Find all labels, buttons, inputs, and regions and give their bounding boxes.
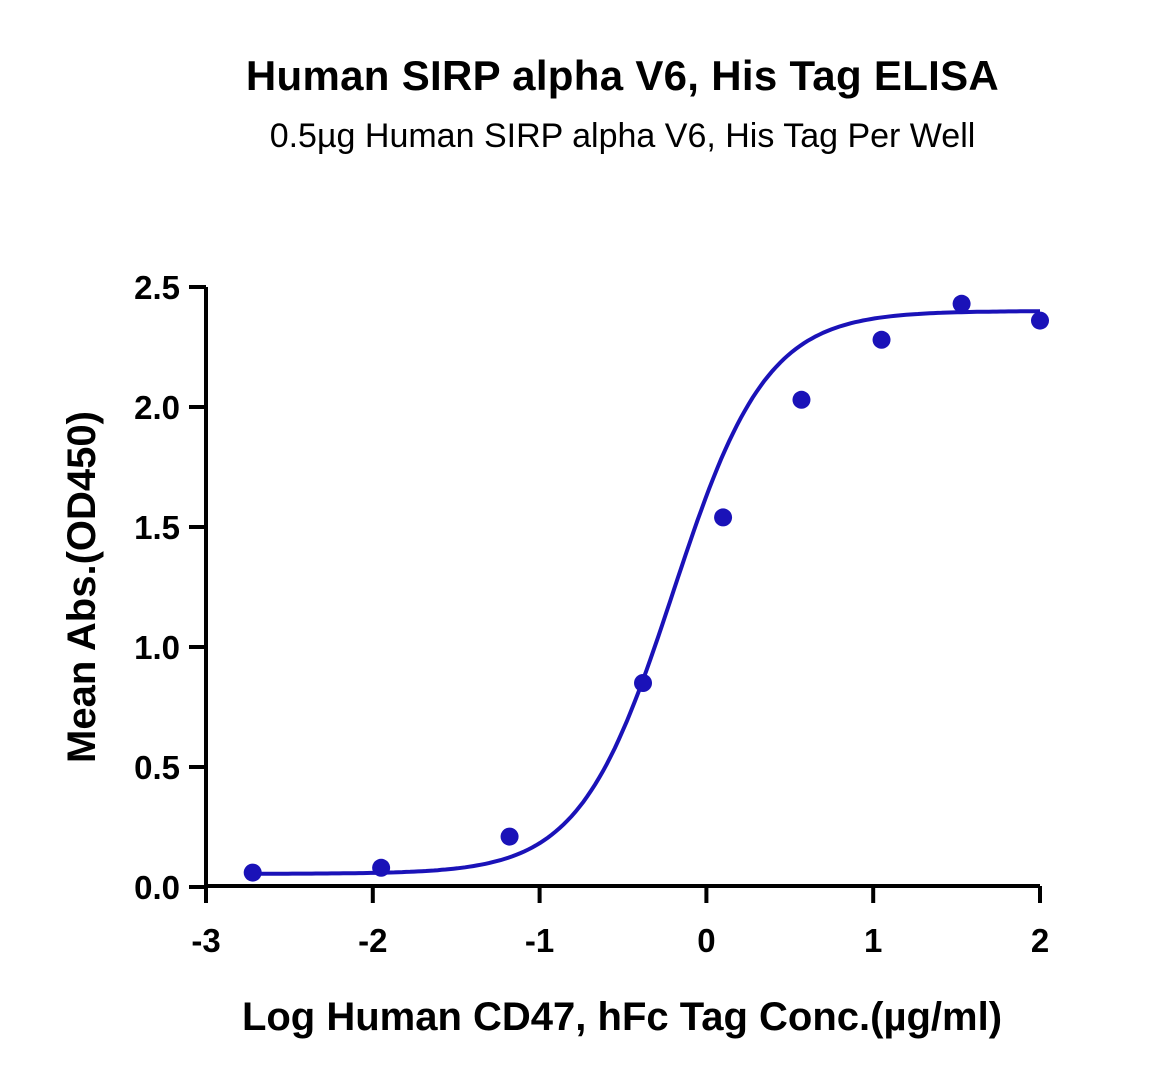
data-point (714, 508, 733, 527)
data-point (792, 390, 811, 409)
chart-subtitle: 0.5µg Human SIRP alpha V6, His Tag Per W… (269, 117, 976, 155)
x-tick-label: -2 (358, 922, 387, 959)
x-axis-label: Log Human CD47, hFc Tag Conc.(µg/ml) (242, 995, 1002, 1039)
y-tick-label: 0.5 (134, 749, 180, 786)
y-tick-label: 1.0 (134, 629, 180, 666)
y-tick-label: 2.0 (134, 389, 180, 426)
data-point (952, 294, 971, 313)
data-point (634, 674, 653, 692)
data-point (872, 330, 891, 349)
x-tick-label: -1 (525, 922, 554, 959)
data-point (500, 827, 519, 846)
y-tick-label: 1.5 (134, 509, 180, 546)
x-tick-label: 0 (697, 922, 715, 959)
fit-curve (252, 309, 1040, 876)
x-tick-label: 1 (864, 922, 882, 959)
y-tick-label: 2.5 (134, 269, 180, 306)
y-axis-label: Mean Abs.(OD450) (60, 411, 104, 763)
data-point (372, 858, 391, 877)
chart-title: Human SIRP alpha V6, His Tag ELISA (245, 52, 1000, 99)
data-point (1031, 311, 1049, 330)
x-tick-label: -3 (191, 922, 220, 959)
x-tick-label: 2 (1031, 922, 1049, 959)
y-tick-label: 0.0 (134, 869, 180, 906)
data-point (243, 863, 262, 882)
